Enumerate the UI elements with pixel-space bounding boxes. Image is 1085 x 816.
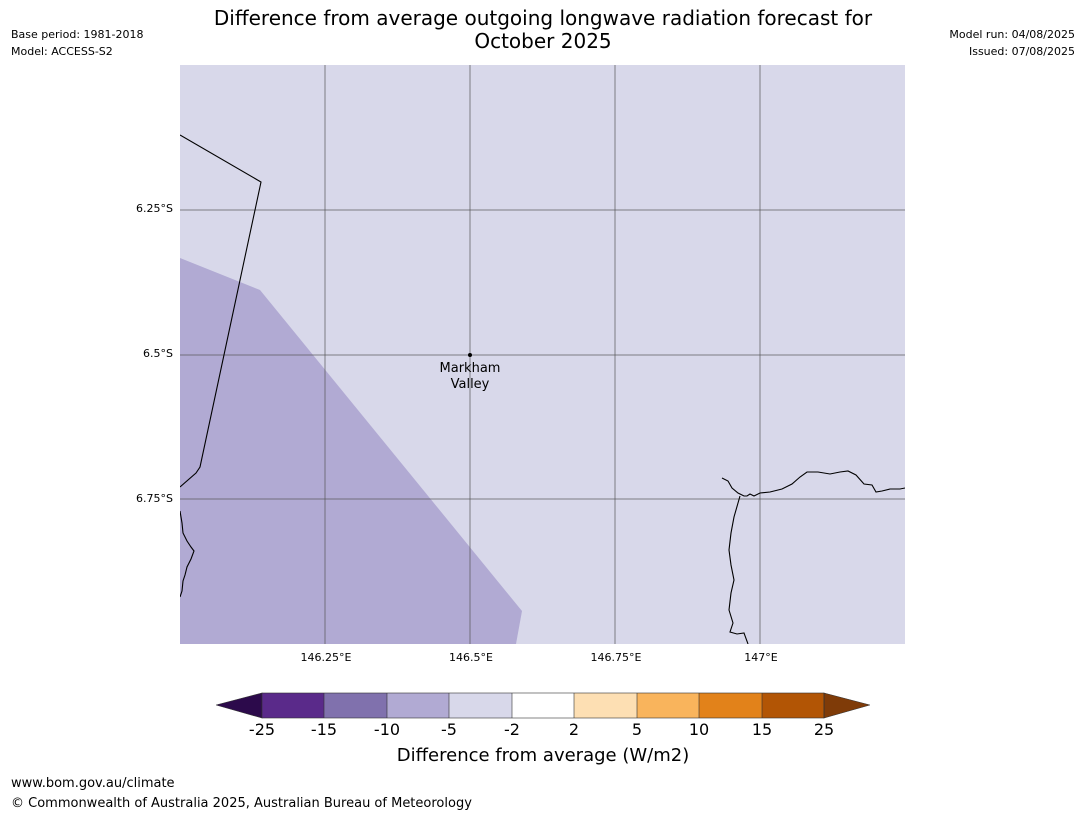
title-line-1: Difference from average outgoing longwav…	[213, 6, 873, 30]
coastline-east	[721, 470, 905, 497]
colorbar-extend-low	[216, 692, 263, 719]
colorbar-tick-neg25: -25	[248, 720, 276, 739]
colorbar-segment-10-5	[387, 693, 449, 718]
footer-copyright: © Commonwealth of Australia 2025, Austra…	[11, 796, 472, 811]
province-border	[180, 134, 262, 488]
colorbar-extend-high	[823, 692, 870, 719]
colorbar-tick-neg15: -15	[310, 720, 338, 739]
colorbar-segment-2-5	[574, 693, 637, 718]
colorbar-tick-25: 25	[813, 720, 835, 739]
colorbar-tick-5: 5	[631, 720, 643, 739]
colorbar-segment-15-10	[324, 693, 387, 718]
base-period-text: Base period: 1981-2018	[11, 28, 144, 41]
colorbar-label: Difference from average (W/m2)	[396, 745, 690, 766]
colorbar-segment-25-15	[262, 693, 324, 718]
colorbar-tick-neg10: -10	[373, 720, 401, 739]
issued-text: Issued: 07/08/2025	[968, 45, 1075, 58]
colorbar-tick-neg2: -2	[504, 720, 520, 739]
colorbar-segment-15-25	[762, 693, 824, 718]
lat-label-6-5: 6.5°S	[143, 347, 173, 360]
lon-label-146-5: 146.5°E	[449, 651, 493, 664]
gridlines	[180, 65, 905, 644]
footer-url[interactable]: www.bom.gov.au/climate	[11, 776, 175, 791]
lat-label-6-25: 6.25°S	[136, 202, 173, 215]
header-meta-left: Base period: 1981-2018 Model: ACCESS-S2	[11, 26, 143, 60]
forecast-map: Markham Valley	[180, 65, 905, 644]
colorbar-tick-10: 10	[688, 720, 710, 739]
coastlines-and-borders	[180, 134, 905, 644]
header-meta-right: Model run: 04/08/2025 Issued: 07/08/2025	[949, 26, 1075, 60]
markham-valley-label-line1: Markham	[440, 361, 501, 376]
markham-valley-label-line2: Valley	[451, 377, 490, 392]
coastline-east-peninsula	[728, 495, 749, 644]
colorbar-tick-2: 2	[568, 720, 580, 739]
colorbar-segment-10-15	[699, 693, 762, 718]
lon-label-147: 147°E	[744, 651, 778, 664]
title-line-2: October 2025	[474, 29, 612, 53]
lon-label-146-25: 146.25°E	[300, 651, 352, 664]
colorbar-segment-2-2	[512, 693, 574, 718]
lat-label-6-75: 6.75°S	[136, 492, 173, 505]
model-run-text: Model run: 04/08/2025	[949, 28, 1075, 41]
colorbar-tick-neg5: -5	[441, 720, 457, 739]
model-text: Model: ACCESS-S2	[11, 45, 113, 58]
colorbar-tick-15: 15	[751, 720, 773, 739]
markham-valley-marker	[468, 353, 472, 357]
colorbar-segment-5-10	[637, 693, 699, 718]
colorbar	[216, 692, 870, 719]
map-title: Difference from average outgoing longwav…	[180, 7, 906, 53]
coastline-west	[180, 510, 195, 598]
colorbar-segment-5-2	[449, 693, 512, 718]
lon-label-146-75: 146.75°E	[590, 651, 642, 664]
